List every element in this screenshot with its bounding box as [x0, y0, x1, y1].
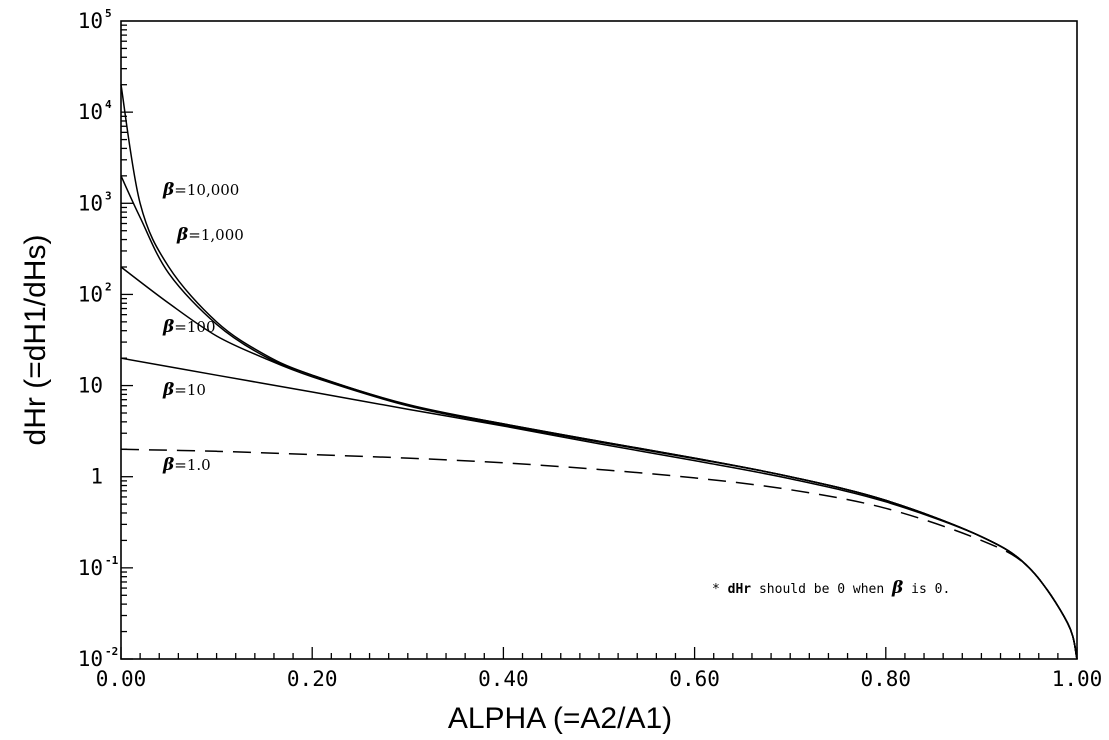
y-tick-exponent: -1: [105, 554, 119, 567]
beta-symbol: β: [162, 317, 174, 337]
y-tick-base: 1: [90, 465, 103, 489]
series-value: =10,000: [174, 181, 239, 199]
y-tick-exponent: 4: [105, 98, 112, 111]
footnote-text: should be 0 when: [751, 582, 892, 597]
y-tick-label: 10 -1: [78, 554, 119, 580]
x-tick-label: 0.60: [669, 667, 720, 691]
footnote-dhr: dHr: [728, 582, 752, 597]
series-value: =10: [174, 381, 206, 399]
y-tick-label: 10 -2: [78, 645, 119, 671]
y-tick-label: 10 5: [78, 7, 112, 33]
series-label: β=1,000: [176, 225, 244, 245]
series-line: [120, 448, 1078, 660]
series-value: =100: [174, 318, 215, 336]
series-curves: [120, 84, 1078, 660]
y-tick-base: 10: [78, 647, 103, 671]
beta-symbol: β: [162, 455, 174, 475]
y-tick-label: 10 4: [78, 98, 112, 124]
y-tick-exponent: 5: [105, 7, 112, 20]
beta-symbol: β: [162, 180, 174, 200]
series-label: β=1.0: [162, 455, 211, 475]
beta-symbol: β: [176, 225, 188, 245]
y-tick-exponent: -2: [105, 645, 118, 658]
y-tick-base: 10: [78, 191, 103, 215]
y-axis-title: dHr (=dH1/dHs): [19, 235, 52, 446]
series-value: =1,000: [188, 226, 244, 244]
footnote-end: is 0.: [911, 582, 950, 597]
y-tick-label: 10 2: [78, 280, 112, 306]
y-tick-label: 10: [78, 374, 103, 398]
footnote-star: *: [712, 582, 720, 597]
y-tick-base: 10: [78, 9, 103, 33]
x-tick-labels: 0.00 0.20 0.40 0.60 0.80 1.00: [96, 667, 1103, 691]
y-tick-exponent: 2: [105, 280, 112, 293]
series-label: β=100: [162, 317, 216, 337]
footnote-beta-symbol: β: [891, 578, 903, 598]
series-value: =1.0: [174, 456, 210, 474]
series-label: β=10,000: [162, 180, 239, 200]
x-tick-label: 1.00: [1052, 667, 1103, 691]
y-tick-base: 10: [78, 556, 103, 580]
plot-frame: [120, 20, 1078, 660]
x-tick-label: 0.00: [96, 667, 147, 691]
x-tick-label: 0.40: [478, 667, 529, 691]
series-label: β=10: [162, 380, 206, 400]
y-tick-base: 10: [78, 100, 103, 124]
x-tick-label: 0.20: [287, 667, 338, 691]
series-line: [120, 266, 1078, 660]
axis-ticks: [120, 24, 1078, 660]
y-tick-base: 10: [78, 282, 103, 306]
series-line: [120, 84, 1078, 660]
y-tick-exponent: 3: [105, 189, 112, 202]
svg-text:* dHr should be 0 when β is 0.: * dHr should be 0 when β is 0.: [712, 578, 950, 598]
y-tick-label: 10 3: [78, 189, 112, 215]
beta-symbol: β: [162, 380, 174, 400]
y-tick-base: 10: [78, 374, 103, 398]
x-axis-title: ALPHA (=A2/A1): [448, 702, 672, 735]
x-tick-label: 0.80: [861, 667, 912, 691]
footnote-annotation: * dHr should be 0 when β is 0.: [712, 578, 950, 598]
y-tick-label: 1: [90, 465, 103, 489]
series-line: [120, 357, 1078, 660]
